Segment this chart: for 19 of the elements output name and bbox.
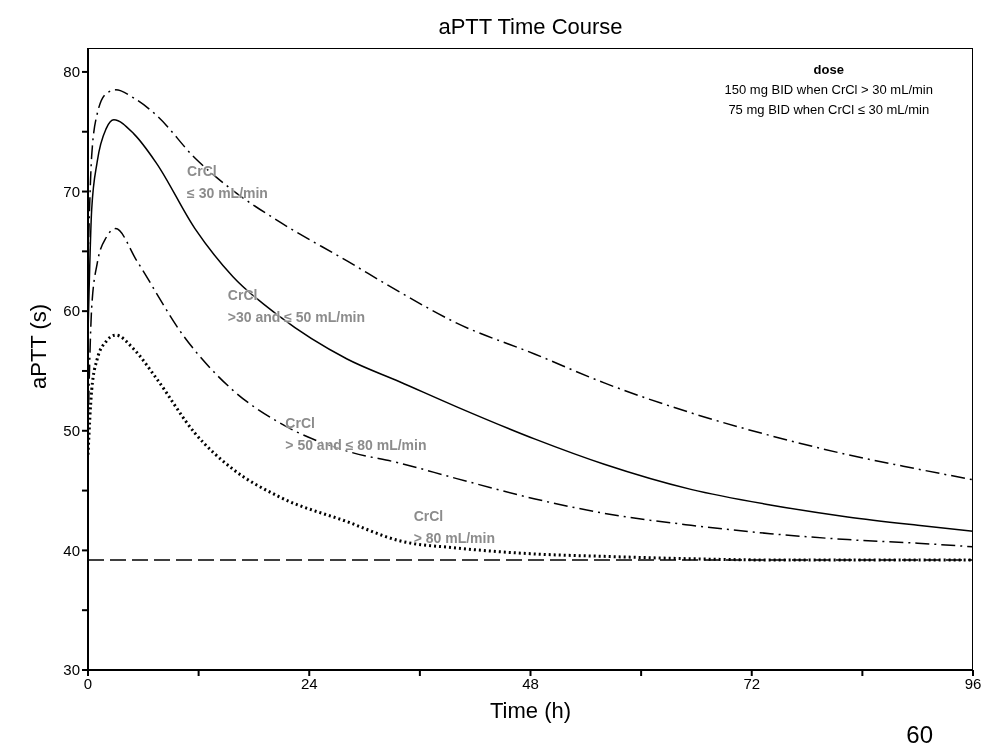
x-axis-title: Time (h) [489, 698, 572, 723]
chart-title: aPTT Time Course [437, 14, 624, 40]
x-tick-label: 96 [964, 674, 982, 692]
annotation: 150 mg BID when CrCl > 30 mL/min [724, 81, 933, 99]
y-axis-title: aPTT (s) [25, 303, 51, 389]
y-tick-label: 40 [63, 541, 80, 559]
y-tick-label: 60 [63, 302, 80, 320]
x-tick-label: 24 [300, 674, 318, 692]
y-tick-label: 30 [63, 661, 80, 679]
x-tick-label: 0 [83, 674, 93, 692]
text: 60 [906, 721, 933, 747]
annotation: dose [812, 61, 845, 79]
y-tick-label: 50 [63, 422, 80, 440]
x-tick-label: 48 [522, 674, 539, 692]
y-tick-label: 70 [63, 182, 80, 200]
annotation: 75 mg BID when CrCl ≤ 30 mL/min [727, 101, 931, 119]
y-tick-label: 80 [63, 63, 80, 81]
x-tick-label: 72 [743, 674, 761, 692]
annotation: CrCl > 80 mL/min [413, 507, 495, 549]
